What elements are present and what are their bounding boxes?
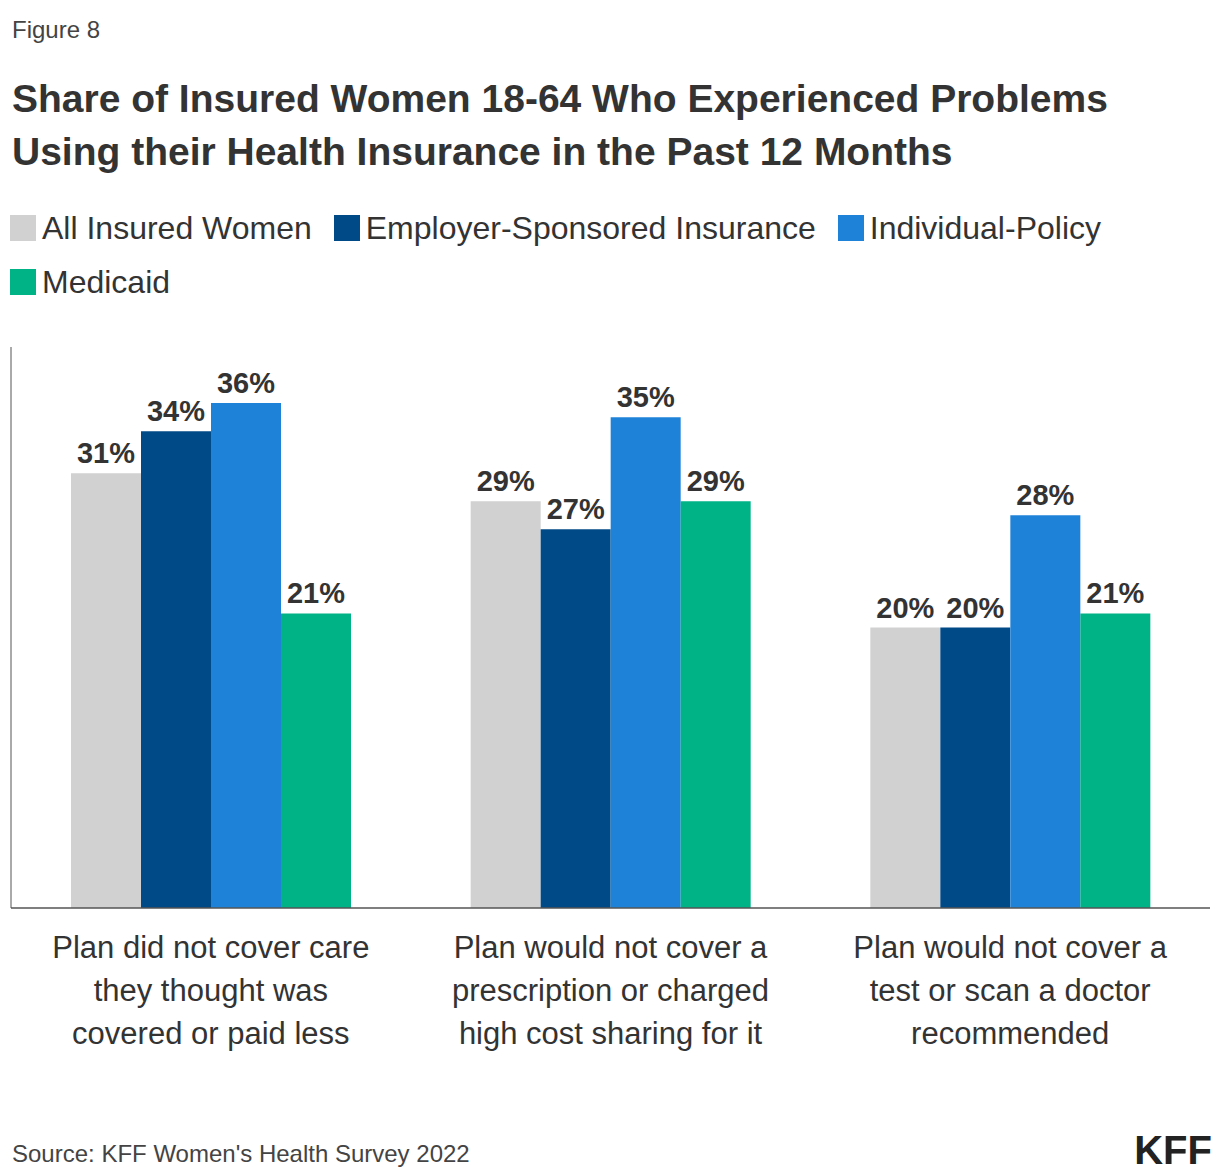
svg-text:29%: 29% [687, 465, 745, 497]
html-text:All Insured Women: All Insured Women [42, 209, 312, 246]
html-text:Individual-Policy: Individual-Policy [869, 209, 1101, 246]
html-text:Share of Insured Women 18-64 W: Share of Insured Women 18-64 Who Experie… [12, 77, 1108, 173]
svg-text:Plan did not cover carethey th: Plan did not cover carethey thought wasc… [52, 930, 369, 1051]
svg-text:28%: 28% [1016, 479, 1074, 511]
html-text:KFF: KFF [1134, 1128, 1212, 1172]
svg-text:35%: 35% [617, 381, 675, 413]
svg-text:21%: 21% [287, 577, 345, 609]
svg-text:20%: 20% [876, 592, 934, 624]
svg-text:36%: 36% [217, 367, 275, 399]
svg-text:31%: 31% [77, 437, 135, 469]
html-text:Source: KFF Women's Health Sur: Source: KFF Women's Health Survey 2022 [12, 1140, 470, 1167]
html-text:Medicaid: Medicaid [42, 263, 171, 300]
html-text:Employer-Sponsored Insurance: Employer-Sponsored Insurance [365, 209, 816, 246]
html-text:Figure 8: Figure 8 [12, 16, 100, 43]
svg-text:21%: 21% [1086, 577, 1144, 609]
svg-text:20%: 20% [946, 592, 1004, 624]
svg-text:29%: 29% [477, 465, 535, 497]
svg-text:34%: 34% [147, 395, 205, 427]
svg-text:Plan would not cover aprescrip: Plan would not cover aprescription or ch… [452, 930, 769, 1051]
svg-text:27%: 27% [547, 493, 605, 525]
svg-text:Plan would not cover atest or: Plan would not cover atest or scan a doc… [853, 930, 1167, 1051]
